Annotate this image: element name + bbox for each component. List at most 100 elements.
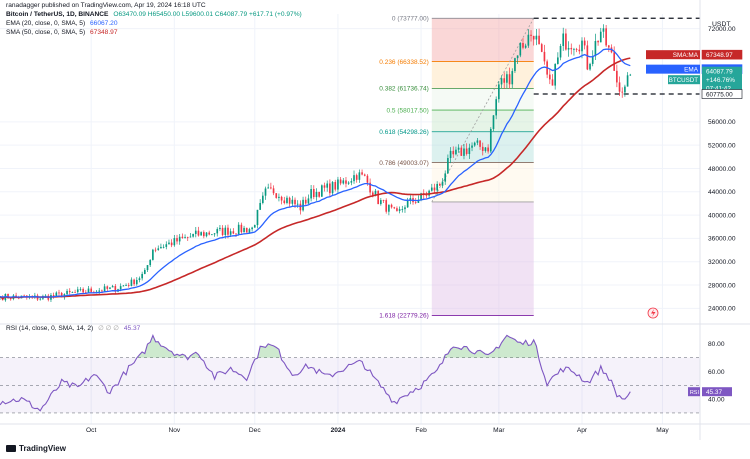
candle-body bbox=[275, 193, 278, 198]
fib-zone bbox=[431, 201, 534, 316]
candle-body bbox=[304, 199, 307, 204]
candle-body bbox=[219, 227, 221, 230]
candle-body bbox=[342, 180, 345, 184]
candle-body bbox=[444, 173, 447, 182]
candle-body bbox=[374, 190, 377, 196]
candle-body bbox=[436, 183, 438, 191]
rsi-legend-value: 45.37 bbox=[123, 325, 141, 332]
price-tick-label: 40000.00 bbox=[708, 212, 736, 219]
candle-body bbox=[532, 35, 535, 40]
candle-body bbox=[369, 182, 371, 193]
candle-body bbox=[452, 150, 455, 155]
candle-body bbox=[211, 234, 213, 236]
price-tick-label: 44000.00 bbox=[708, 189, 736, 196]
candle-body bbox=[296, 203, 299, 205]
rsi-pane[interactable] bbox=[0, 323, 750, 414]
candle-body bbox=[227, 227, 229, 235]
candle-body bbox=[594, 41, 597, 57]
candle-body bbox=[87, 288, 90, 293]
price-tick-label: 48000.00 bbox=[708, 166, 736, 173]
time-tick-label: Oct bbox=[86, 427, 96, 434]
candle-body bbox=[621, 91, 624, 93]
sma-legend[interactable]: SMA (50, close, 0, SMA, 5) 67348.97 bbox=[6, 29, 118, 37]
range-low-tag-value: 60775.00 bbox=[706, 91, 733, 98]
candle-body bbox=[307, 198, 310, 204]
candle-body bbox=[262, 195, 264, 203]
candle-body bbox=[401, 209, 404, 210]
ema-20-line bbox=[0, 48, 631, 298]
candle-body bbox=[460, 147, 463, 156]
ohlc-values: O63470.09 H65450.00 L59600.01 C64087.79 … bbox=[113, 11, 302, 18]
rsi-overbought-fill bbox=[0, 335, 631, 358]
ema-legend-value: 66067.20 bbox=[90, 20, 118, 27]
candle-body bbox=[385, 200, 388, 212]
candle-body bbox=[329, 183, 331, 194]
rsi-legend[interactable]: RSI (14, close, 0, SMA, 14, 2) ∅ ∅ ∅ 45.… bbox=[6, 325, 140, 333]
ema-legend[interactable]: EMA (20, close, 0, SMA, 5) 66067.20 bbox=[6, 20, 118, 28]
fib-zone bbox=[431, 61, 534, 89]
symbol-title: Bitcoin / TetherUS, 1D, BINANCE bbox=[6, 11, 109, 18]
price-tick-label: 56000.00 bbox=[708, 119, 736, 126]
candle-body bbox=[229, 231, 232, 235]
candle-body bbox=[321, 185, 323, 197]
candle-body bbox=[186, 237, 189, 238]
candle-body bbox=[366, 175, 369, 183]
rsi-tag-value: 45.37 bbox=[706, 389, 722, 396]
candle-body bbox=[586, 45, 589, 70]
price-tick-label: 36000.00 bbox=[708, 236, 736, 243]
time-tick-label: Apr bbox=[577, 427, 588, 434]
fibonacci-retracement[interactable]: 0 (73777.00) 0.236 (66338.52) 0.382 (61736… bbox=[379, 15, 535, 320]
candle-body bbox=[371, 192, 374, 196]
candle-body bbox=[39, 298, 42, 300]
candle-body bbox=[390, 204, 393, 208]
candle-body bbox=[530, 34, 532, 36]
candle-body bbox=[508, 74, 511, 85]
candle-body bbox=[420, 193, 422, 200]
candle-body bbox=[98, 290, 101, 292]
candle-body bbox=[355, 175, 358, 180]
sma-price-tag: SMA:MA 67348.97 bbox=[646, 49, 743, 60]
tradingview-logo[interactable]: TradingView bbox=[6, 444, 66, 453]
range-box[interactable] bbox=[533, 17, 700, 95]
candle-body bbox=[455, 149, 457, 155]
candle-body bbox=[339, 179, 342, 184]
candle-body bbox=[82, 288, 84, 293]
candle-body bbox=[272, 188, 275, 194]
candle-body bbox=[575, 48, 578, 50]
candle-body bbox=[626, 75, 629, 87]
event-flash-icon[interactable] bbox=[647, 307, 659, 319]
rsi-tick-label: 40.00 bbox=[708, 396, 725, 403]
candle-body bbox=[471, 145, 473, 148]
candle-body bbox=[101, 290, 103, 292]
candle-body bbox=[398, 209, 401, 211]
candle-body bbox=[149, 259, 152, 266]
candle-body bbox=[200, 232, 202, 236]
candle-body bbox=[430, 187, 433, 191]
candle-body bbox=[602, 28, 605, 32]
candle-body bbox=[283, 200, 286, 203]
candle-body bbox=[7, 293, 9, 299]
candle-body bbox=[417, 199, 420, 203]
rsi-legend-placeholders: ∅ ∅ ∅ bbox=[98, 325, 119, 332]
candle-body bbox=[388, 204, 390, 212]
candle-body bbox=[479, 140, 481, 147]
symbol-legend[interactable]: Bitcoin / TetherUS, 1D, BINANCE O63470.0… bbox=[6, 11, 302, 19]
candle-body bbox=[165, 244, 168, 247]
candle-body bbox=[396, 208, 398, 211]
candlesticks bbox=[0, 24, 632, 303]
time-tick-label: Feb bbox=[415, 427, 427, 434]
candle-body bbox=[189, 236, 192, 238]
candle-body bbox=[192, 233, 194, 237]
candle-body bbox=[243, 227, 245, 233]
candle-body bbox=[154, 249, 157, 251]
candle-body bbox=[331, 182, 334, 194]
candle-body bbox=[473, 142, 476, 146]
candle-body bbox=[9, 298, 12, 300]
candle-body bbox=[109, 287, 111, 289]
candle-body bbox=[248, 229, 251, 233]
candle-body bbox=[581, 40, 583, 52]
candle-body bbox=[487, 147, 489, 152]
candle-body bbox=[591, 56, 594, 64]
tradingview-logo-icon bbox=[6, 445, 16, 452]
